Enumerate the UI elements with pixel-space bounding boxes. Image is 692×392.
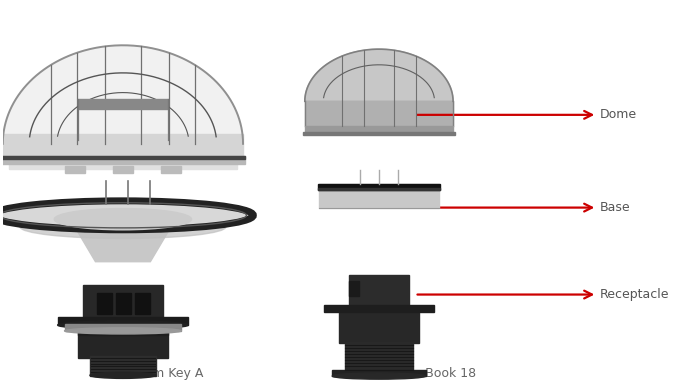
Bar <box>304 126 453 133</box>
Bar <box>319 184 439 208</box>
Polygon shape <box>3 45 243 144</box>
Bar <box>78 99 167 109</box>
Text: Receptacle: Receptacle <box>417 288 669 301</box>
Ellipse shape <box>332 373 426 379</box>
Bar <box>83 285 163 321</box>
Ellipse shape <box>20 215 226 238</box>
Bar <box>1 156 246 159</box>
Bar <box>161 166 181 173</box>
Bar <box>303 132 455 135</box>
Bar <box>64 166 85 173</box>
Bar <box>318 188 440 190</box>
Ellipse shape <box>54 209 192 230</box>
Bar <box>78 329 167 358</box>
Bar <box>339 311 419 343</box>
Bar <box>57 317 188 325</box>
Bar <box>97 292 112 314</box>
Bar <box>304 101 453 127</box>
Bar <box>78 329 167 335</box>
Bar <box>345 342 413 371</box>
Ellipse shape <box>57 321 188 329</box>
Ellipse shape <box>90 372 156 378</box>
Bar <box>332 370 426 376</box>
Bar <box>113 166 133 173</box>
Ellipse shape <box>64 328 181 334</box>
Bar <box>3 134 243 157</box>
Text: Dome: Dome <box>417 108 637 122</box>
Bar <box>324 305 434 312</box>
Bar <box>64 324 181 331</box>
Bar <box>1 156 246 164</box>
Bar <box>116 292 131 314</box>
Bar <box>9 156 237 169</box>
Ellipse shape <box>0 201 253 230</box>
Bar <box>90 356 156 376</box>
Bar <box>135 292 150 314</box>
Polygon shape <box>75 227 171 262</box>
Text: 80mm Key A: 80mm Key A <box>125 367 203 379</box>
Bar <box>318 183 440 190</box>
Polygon shape <box>304 49 453 101</box>
Bar <box>349 275 409 306</box>
Text: Base: Base <box>417 201 630 214</box>
Text: 40mm Book 18: 40mm Book 18 <box>381 367 476 379</box>
Bar <box>349 281 359 296</box>
